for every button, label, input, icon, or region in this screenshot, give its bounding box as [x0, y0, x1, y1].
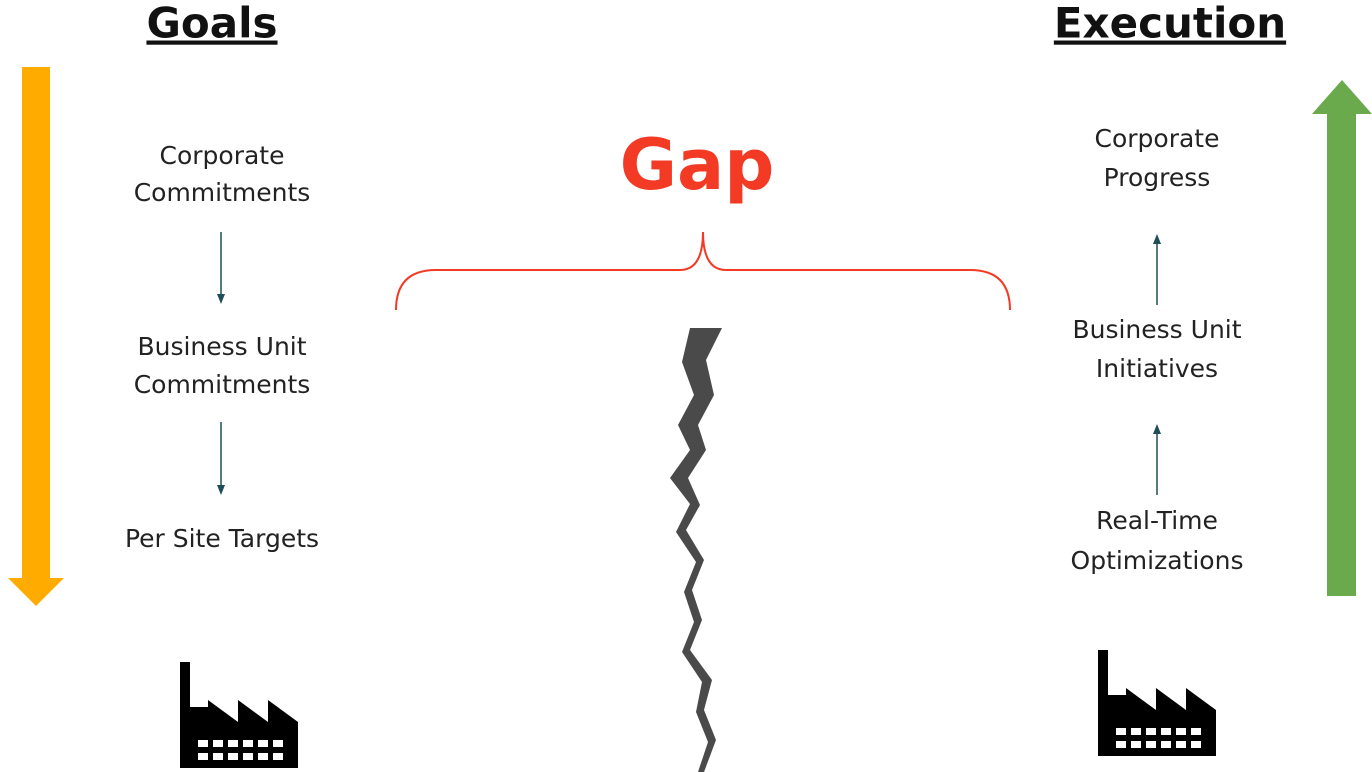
gap-brace	[396, 232, 1010, 310]
gap-label: Gap	[620, 124, 775, 206]
goal-step: Per Site Targets	[125, 524, 319, 553]
execution-step: Real-Time	[1096, 506, 1218, 535]
execution-arrow	[1312, 80, 1372, 596]
crack	[670, 328, 722, 772]
execution-step: Optimizations	[1071, 546, 1244, 575]
goals-arrow	[8, 67, 64, 606]
goals-title: Goals	[146, 0, 277, 48]
execution-step: Business Unit	[1072, 315, 1241, 344]
diagram: Goals Corporate Commitments Business Uni…	[0, 0, 1372, 772]
goal-step: Business Unit	[137, 332, 306, 361]
factory-icon	[180, 662, 298, 768]
execution-step: Corporate	[1095, 124, 1220, 153]
execution-step: Progress	[1104, 163, 1211, 192]
step-arrows	[217, 232, 225, 495]
factory-icon	[1098, 650, 1216, 756]
goal-step: Commitments	[134, 370, 311, 399]
execution-title: Execution	[1054, 0, 1286, 48]
goal-step: Commitments	[134, 178, 311, 207]
execution-step: Initiatives	[1096, 354, 1218, 383]
goal-step: Corporate	[160, 141, 285, 170]
